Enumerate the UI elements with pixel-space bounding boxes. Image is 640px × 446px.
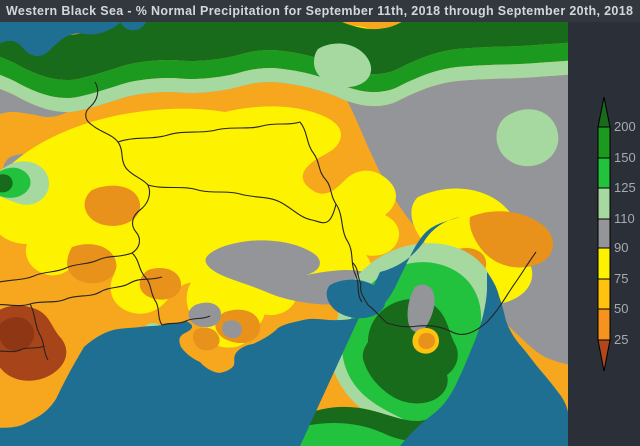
svg-text:25: 25 [614, 332, 628, 347]
svg-text:200: 200 [614, 119, 636, 134]
svg-text:75: 75 [614, 271, 628, 286]
svg-text:50: 50 [614, 301, 628, 316]
svg-text:90: 90 [614, 240, 628, 255]
svg-text:125: 125 [614, 180, 636, 195]
svg-text:150: 150 [614, 150, 636, 165]
svg-text:110: 110 [614, 211, 635, 226]
